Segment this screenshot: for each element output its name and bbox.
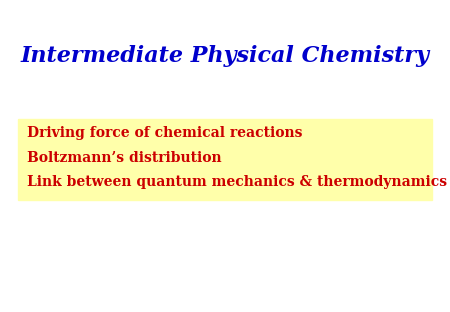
Text: Boltzmann’s distribution: Boltzmann’s distribution [27,151,221,165]
FancyBboxPatch shape [18,119,432,200]
Text: Intermediate Physical Chemistry: Intermediate Physical Chemistry [21,45,429,67]
Text: Link between quantum mechanics & thermodynamics: Link between quantum mechanics & thermod… [27,175,447,189]
Text: Driving force of chemical reactions: Driving force of chemical reactions [27,126,302,140]
